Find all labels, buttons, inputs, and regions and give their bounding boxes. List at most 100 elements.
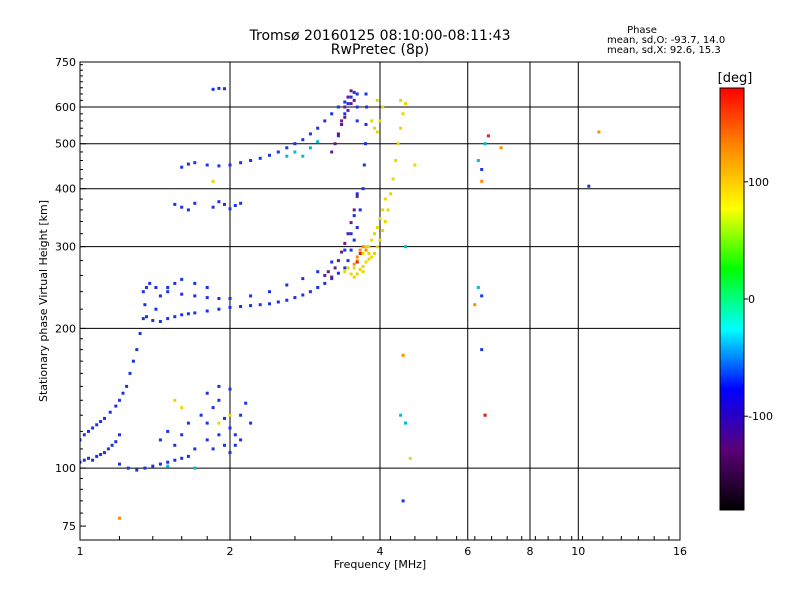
- data-point: [386, 208, 390, 212]
- data-point: [375, 245, 379, 249]
- data-point: [401, 112, 405, 116]
- data-point: [217, 200, 221, 204]
- data-point: [99, 420, 103, 423]
- y-tick-label: 400: [55, 183, 76, 196]
- data-point: [110, 443, 114, 447]
- colorbar-ticks: -100 0 100: [744, 176, 773, 423]
- colorbar-tick-label: 100: [748, 176, 769, 189]
- data-point: [217, 307, 221, 311]
- data-point: [355, 92, 359, 96]
- data-point: [106, 447, 110, 451]
- data-point: [125, 384, 129, 388]
- data-point: [217, 433, 221, 437]
- data-point: [355, 255, 359, 259]
- data-point: [205, 296, 209, 300]
- data-point: [205, 286, 209, 289]
- data-point: [128, 371, 132, 375]
- data-point: [193, 201, 197, 205]
- data-point: [138, 332, 142, 335]
- data-point: [285, 298, 289, 302]
- y-tick-label: 100: [55, 462, 76, 475]
- data-point: [217, 164, 221, 168]
- data-point: [95, 454, 99, 458]
- data-point: [349, 248, 353, 252]
- data-point: [346, 95, 350, 99]
- data-point: [308, 146, 312, 150]
- x-axis: 1 2 4 6 8 10 16: [77, 536, 687, 558]
- data-point: [352, 262, 356, 266]
- data-point: [118, 462, 121, 466]
- data-point: [239, 201, 243, 205]
- data-point: [91, 426, 95, 430]
- data-point: [186, 208, 190, 212]
- data-point: [365, 105, 369, 109]
- data-point: [336, 132, 340, 136]
- data-point: [361, 264, 365, 268]
- data-point: [180, 406, 184, 410]
- data-point: [336, 271, 340, 275]
- data-point: [316, 140, 320, 144]
- data-point: [483, 413, 487, 417]
- data-point: [364, 92, 368, 96]
- data-point: [362, 163, 366, 167]
- data-point: [355, 194, 359, 198]
- data-point: [308, 132, 312, 136]
- data-point: [587, 184, 591, 188]
- data-point: [173, 458, 177, 462]
- data-point: [293, 296, 297, 300]
- data-point: [80, 438, 82, 442]
- data-point: [211, 179, 215, 183]
- data-point: [340, 123, 344, 126]
- data-point: [343, 100, 347, 104]
- data-point: [367, 257, 371, 261]
- data-point: [381, 229, 385, 232]
- data-point: [483, 142, 487, 146]
- data-point: [87, 456, 90, 460]
- data-point: [349, 95, 353, 99]
- colorbar-gradient: [719, 87, 745, 511]
- data-point: [375, 226, 379, 229]
- data-point: [346, 259, 350, 263]
- data-point: [378, 238, 382, 242]
- data-point: [228, 413, 232, 417]
- data-point: [223, 202, 226, 206]
- data-point: [301, 154, 305, 158]
- data-point: [228, 451, 232, 455]
- colorbar-tick-label: -100: [748, 410, 773, 423]
- data-point: [408, 456, 412, 460]
- data-point: [330, 150, 334, 154]
- data-point: [135, 468, 139, 472]
- data-point: [211, 447, 215, 451]
- stats-o-line: mean, sd,O: -93.7, 14.0: [607, 35, 725, 46]
- data-point: [228, 207, 232, 211]
- data-point: [193, 466, 197, 470]
- data-point: [211, 406, 215, 410]
- data-point: [343, 105, 347, 109]
- data-point: [108, 410, 112, 414]
- data-point: [118, 433, 121, 437]
- data-point: [173, 202, 177, 206]
- data-point: [145, 315, 148, 319]
- x-tick-label: 4: [377, 545, 384, 558]
- data-point: [349, 272, 353, 276]
- data-point: [180, 433, 184, 437]
- data-point: [228, 426, 232, 430]
- data-point: [217, 421, 221, 425]
- chart-title: Tromsø 20160125 08:10:00-08:11:43: [249, 28, 511, 44]
- data-point: [249, 159, 253, 162]
- data-point: [141, 317, 145, 321]
- data-point: [480, 348, 484, 352]
- data-point: [370, 255, 374, 259]
- plot-frame: [79, 61, 681, 541]
- data-point: [249, 421, 253, 425]
- data-point: [352, 238, 356, 242]
- data-point: [114, 440, 118, 444]
- data-point: [399, 126, 403, 130]
- data-point: [205, 391, 209, 395]
- data-point: [404, 421, 407, 425]
- colorbar: [deg] -100 0 100: [718, 71, 773, 511]
- data-point: [233, 204, 237, 207]
- y-axis-label: Stationary phase Virtual Height [km]: [37, 200, 50, 402]
- data-point: [301, 138, 305, 142]
- data-point: [223, 443, 226, 447]
